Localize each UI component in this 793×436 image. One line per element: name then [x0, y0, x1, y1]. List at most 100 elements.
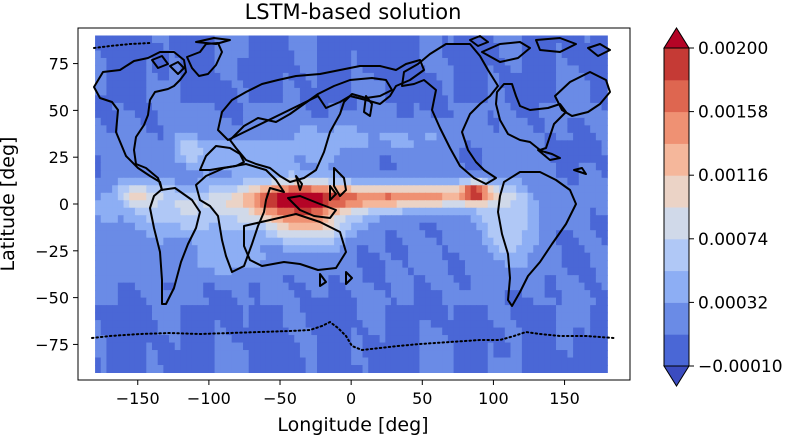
field-cell [436, 110, 443, 119]
field-cell [533, 125, 540, 134]
field-cell [254, 245, 261, 254]
field-cell [385, 65, 392, 74]
field-cell [277, 177, 284, 186]
field-cell [470, 312, 477, 321]
field-cell [533, 87, 540, 96]
field-cell [442, 57, 449, 67]
field-cell [459, 327, 466, 336]
field-cell [584, 222, 591, 231]
field-cell [95, 290, 102, 299]
field-cell [180, 110, 187, 119]
field-cell [106, 222, 113, 231]
field-cell [311, 327, 318, 336]
field-cell [180, 125, 187, 134]
field-cell [100, 170, 108, 179]
field-cell [169, 267, 176, 276]
field-cell [197, 320, 204, 329]
field-cell [390, 237, 398, 246]
field-cell [362, 260, 369, 269]
field-cell [408, 185, 415, 194]
field-cell [402, 185, 409, 194]
field-cell [487, 65, 495, 74]
field-cell [328, 327, 335, 336]
field-cell [584, 162, 591, 171]
field-cell [208, 72, 216, 82]
field-cell [322, 162, 329, 171]
field-cell [299, 327, 307, 336]
field-cell [328, 342, 335, 351]
field-cell [225, 110, 233, 119]
field-cell [322, 42, 329, 52]
field-cell [140, 230, 147, 239]
field-cell [191, 350, 199, 359]
field-cell [282, 260, 290, 269]
field-cell [453, 230, 460, 239]
field-cell [379, 155, 386, 164]
field-cell [493, 200, 500, 209]
field-cell [288, 237, 295, 246]
field-cell [174, 80, 182, 89]
field-cell [174, 162, 182, 171]
field-cell [112, 320, 119, 329]
field-cell [265, 192, 273, 201]
field-cell [527, 327, 534, 336]
field-cell [362, 155, 369, 164]
field-cell [95, 192, 102, 201]
field-cell [413, 215, 421, 224]
field-cell [453, 275, 460, 284]
field-cell [527, 342, 534, 351]
field-cell [345, 282, 352, 291]
field-cell [106, 72, 113, 82]
field-cell [476, 192, 483, 201]
field-cell [277, 170, 284, 179]
field-cell [288, 200, 295, 209]
field-cell [538, 282, 546, 291]
field-cell [379, 177, 386, 186]
field-cell [459, 290, 466, 299]
field-cell [550, 297, 557, 306]
field-cell [134, 267, 142, 276]
field-cell [117, 162, 125, 171]
field-cell [442, 215, 449, 224]
field-cell [328, 297, 335, 306]
field-cell [373, 350, 381, 359]
field-cell [453, 185, 460, 194]
field-cell [231, 125, 238, 134]
field-cell [470, 57, 477, 67]
field-cell [567, 290, 574, 299]
field-cell [112, 312, 119, 321]
field-cell [334, 222, 341, 231]
field-cell [504, 117, 512, 126]
field-cell [294, 230, 301, 239]
field-cell [100, 275, 108, 284]
field-cell [214, 327, 221, 336]
field-cell [311, 320, 318, 329]
field-cell [567, 177, 574, 186]
field-cell [117, 170, 125, 179]
field-cell [317, 140, 324, 149]
field-cell [368, 57, 375, 67]
field-cell [493, 237, 500, 246]
field-cell [294, 140, 301, 149]
field-cell [299, 155, 307, 164]
field-cell [339, 297, 347, 306]
field-cell [237, 222, 244, 231]
field-cell [527, 290, 534, 299]
field-cell [299, 170, 307, 179]
field-cell [550, 350, 557, 359]
field-cell [146, 282, 153, 291]
field-cell [470, 365, 477, 373]
field-cell [487, 320, 495, 329]
field-cell [504, 282, 512, 291]
field-cell [436, 327, 443, 336]
field-cell [112, 170, 119, 179]
field-cell [174, 350, 182, 359]
field-cell [425, 200, 432, 209]
field-cell [601, 222, 608, 231]
field-cell [476, 147, 483, 156]
field-cell [317, 72, 324, 82]
field-cell [322, 200, 329, 209]
field-cell [208, 222, 216, 231]
field-cell [197, 192, 204, 201]
field-cell [248, 185, 256, 194]
